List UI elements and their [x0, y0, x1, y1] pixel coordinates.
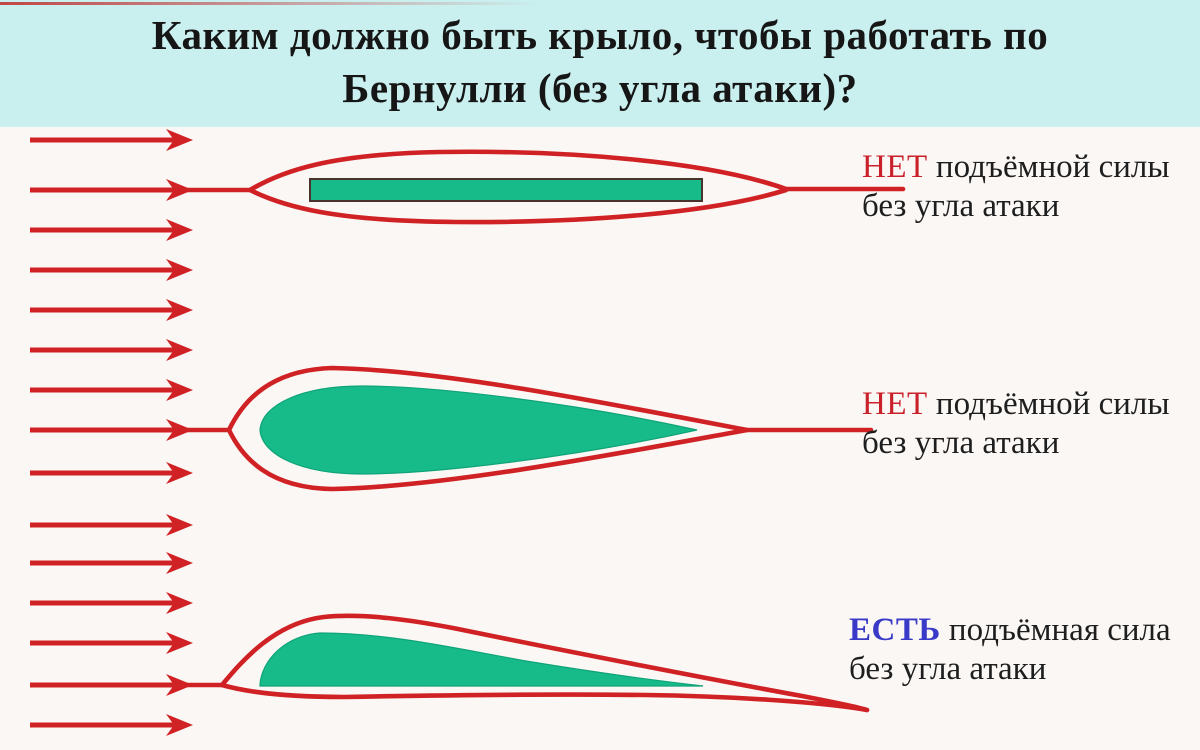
figure-cambered-airfoil: [181, 613, 870, 713]
label-rest: подъёмная сила: [948, 612, 1171, 648]
streamline-lower: [247, 187, 789, 225]
label-no-lift-1: НЕТ подъёмной силы без угла атаки: [862, 148, 1170, 226]
flow-arrow-icon: [30, 299, 193, 321]
flow-arrow-icon: [30, 219, 193, 241]
flow-arrow-icon: [30, 179, 193, 201]
slide-title-line2: Бернулли (без угла атаки)?: [342, 65, 858, 111]
label-line2: без угла атаки: [862, 188, 1060, 224]
streamline-lower: [219, 682, 870, 713]
streamline-lower: [226, 427, 750, 492]
flow-arrow-icon: [30, 129, 193, 151]
flow-arrow-icon: [30, 674, 193, 696]
wing-cambered-airfoil: [259, 632, 704, 687]
label-rest: подъёмной силы: [935, 149, 1170, 185]
flow-arrow-icon: [30, 379, 193, 401]
wing-symmetric-teardrop: [259, 385, 698, 475]
flow-arrow-icon: [30, 419, 193, 441]
streamline-upper: [247, 149, 789, 193]
label-line2: без угла атаки: [862, 425, 1060, 461]
flow-arrow-icon: [30, 592, 193, 614]
flow-arrow-icon: [30, 339, 193, 361]
label-keyword: НЕТ: [862, 149, 928, 185]
airflow-arrows: [30, 129, 193, 736]
top-border-line: [0, 2, 540, 5]
label-line2: без угла атаки: [849, 651, 1047, 687]
label-no-lift-2: НЕТ подъёмной силы без угла атаки: [862, 385, 1170, 463]
flow-arrow-icon: [30, 462, 193, 484]
figure-symmetric-airfoil: [181, 365, 874, 492]
wing-flat-plate: [309, 178, 703, 202]
figure-flat-plate: [181, 149, 906, 225]
streamline-upper: [219, 613, 870, 713]
slide-title-line1: Каким должно быть крыло, чтобы работать …: [151, 12, 1049, 58]
flow-arrow-icon: [30, 552, 193, 574]
flow-arrow-icon: [30, 632, 193, 654]
label-keyword: НЕТ: [862, 386, 928, 422]
label-keyword: ЕСТЬ: [849, 612, 941, 648]
streamline-upper: [226, 365, 750, 433]
flow-arrow-icon: [30, 514, 193, 536]
label-yes-lift: ЕСТЬ подъёмная сила без угла атаки: [849, 611, 1171, 689]
slide-header: Каким должно быть крыло, чтобы работать …: [0, 0, 1200, 127]
flow-arrow-icon: [30, 259, 193, 281]
label-rest: подъёмной силы: [935, 386, 1170, 422]
flow-arrow-icon: [30, 714, 193, 736]
